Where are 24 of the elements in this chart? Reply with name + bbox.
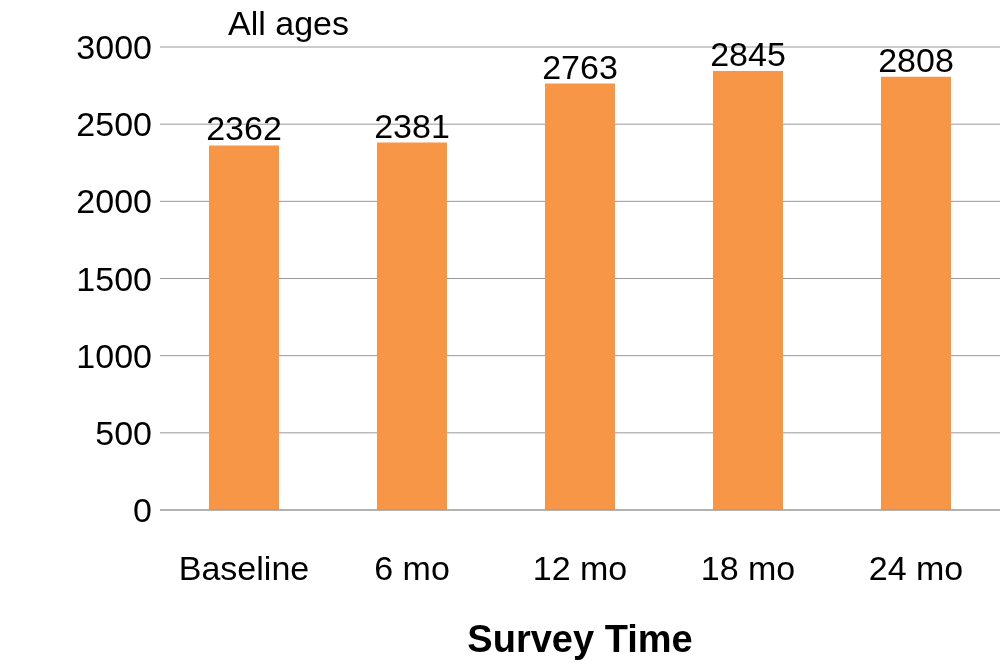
data-label: 2763 [542, 47, 618, 86]
bar [881, 76, 951, 510]
y-tick-label: 0 [133, 491, 152, 530]
y-tick-label: 1500 [76, 259, 152, 298]
bar [209, 145, 279, 510]
y-tick-label: 3000 [76, 28, 152, 67]
x-tick-label: Baseline [178, 549, 310, 588]
x-axis-title: Survey Time [467, 618, 693, 660]
bar [545, 83, 615, 510]
x-tick-label: 6 mo [374, 549, 450, 588]
x-tick-label: 18 mo [700, 549, 796, 588]
data-label: 2808 [878, 40, 954, 79]
bar [377, 142, 447, 510]
y-tick-label: 2500 [76, 105, 152, 144]
y-tick-label: 2000 [76, 182, 152, 221]
y-tick-label: 500 [95, 413, 152, 452]
data-label: 2845 [710, 34, 786, 73]
x-tick-label: 12 mo [532, 549, 628, 588]
data-label: 2381 [374, 106, 450, 145]
chart-title: All ages [228, 4, 349, 43]
y-tick-label: 1000 [76, 336, 152, 375]
data-label: 2362 [206, 109, 282, 148]
bar [713, 70, 783, 510]
x-tick-label: 24 mo [868, 549, 964, 588]
